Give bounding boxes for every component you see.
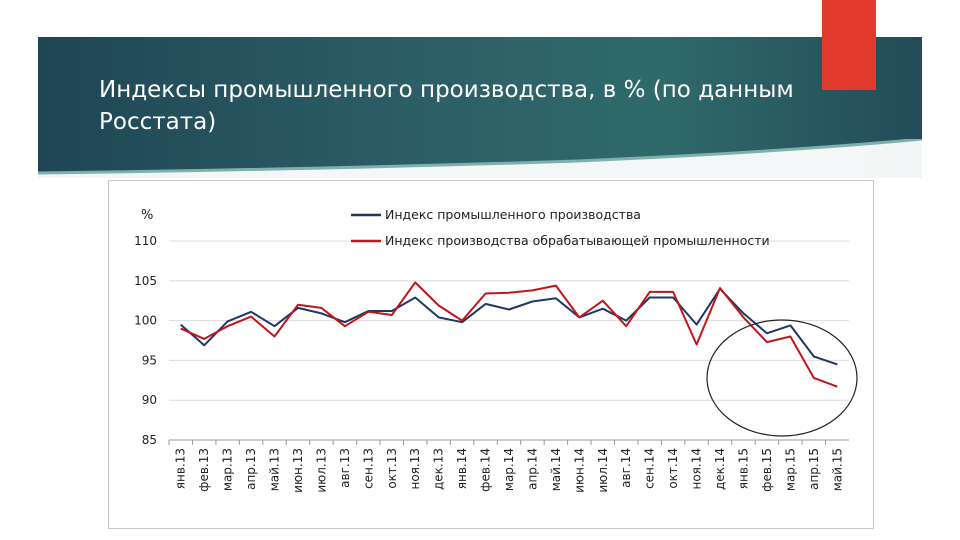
- x-tick-label: авг.14: [619, 448, 633, 488]
- x-tick-label: окт.14: [666, 448, 680, 489]
- x-tick-label: апр.13: [244, 448, 258, 490]
- x-tick-label: авг.13: [338, 448, 352, 488]
- x-tick-label: дек.13: [432, 448, 446, 490]
- x-tick-label: янв.13: [174, 448, 188, 489]
- x-tick-label: фев.13: [197, 448, 211, 492]
- x-tick-label: июн.13: [291, 448, 305, 493]
- x-tick-label: янв.15: [736, 448, 750, 489]
- x-tick-label: фев.14: [479, 448, 493, 492]
- x-tick-label: дек.14: [713, 448, 727, 490]
- x-tick-label: апр.15: [807, 448, 821, 490]
- x-tick-label: май.14: [549, 448, 563, 491]
- y-axis-label: %: [141, 208, 153, 223]
- x-tick-label: фев.15: [760, 448, 774, 492]
- x-tick-label: ноя.14: [690, 448, 704, 490]
- x-tick-label: сен.14: [643, 448, 657, 489]
- line-chart: 85 90 95 100 105 110 % Индекс промышленного п…: [134, 207, 858, 493]
- x-tick-label: янв.14: [455, 448, 469, 489]
- x-tick-label: июл.14: [596, 448, 610, 493]
- x-tick-label: сен.13: [361, 448, 375, 489]
- y-tick-label: 110: [134, 234, 157, 248]
- accent-block: [822, 0, 876, 90]
- x-tick-label: мар.13: [221, 448, 235, 491]
- x-tick-label: мар.15: [783, 448, 797, 491]
- x-tick-label: май.13: [268, 448, 282, 491]
- legend-label: Индекс производства обрабатывающей промы…: [385, 233, 770, 248]
- x-tick-label: июн.14: [572, 448, 586, 493]
- x-tick-label: окт.13: [385, 448, 399, 489]
- y-tick-label: 85: [142, 433, 157, 447]
- x-tick-label: ноя.13: [408, 448, 422, 490]
- legend-label: Индекс промышленного производства: [385, 207, 641, 222]
- x-tick-label: апр.14: [525, 448, 539, 490]
- x-tick-label: май.15: [830, 448, 844, 491]
- series-line-2: [180, 281, 838, 388]
- chart-frame: 85 90 95 100 105 110 % Индекс промышленного п…: [108, 180, 874, 529]
- x-tick-label: июл.13: [314, 448, 328, 493]
- y-tick-label: 105: [134, 274, 157, 288]
- slide-title: Индексы промышленного производства, в % …: [99, 77, 794, 135]
- banner-wave: [38, 139, 922, 178]
- title-banner: [38, 37, 922, 178]
- series-line-1: [180, 287, 838, 366]
- x-tick-label: мар.14: [502, 448, 516, 491]
- y-tick-label: 95: [142, 353, 157, 367]
- y-tick-label: 100: [134, 314, 157, 328]
- highlight-circle: [706, 319, 858, 437]
- y-tick-label: 90: [142, 393, 157, 407]
